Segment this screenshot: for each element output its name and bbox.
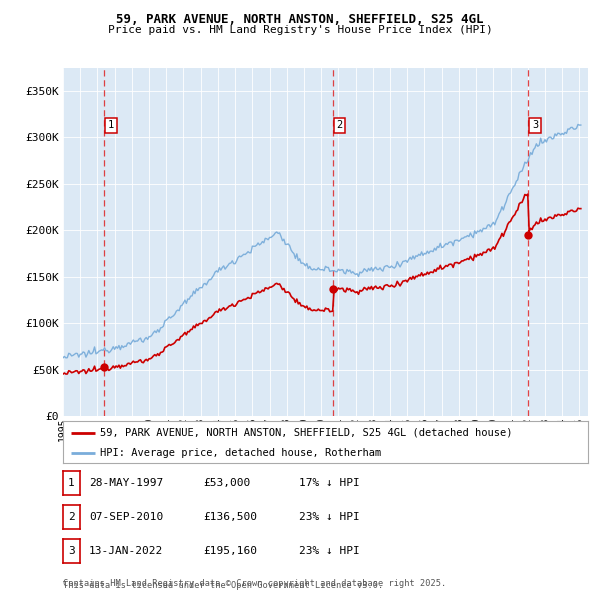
Text: 59, PARK AVENUE, NORTH ANSTON, SHEFFIELD, S25 4GL (detached house): 59, PARK AVENUE, NORTH ANSTON, SHEFFIELD… [100,428,512,438]
Text: 3: 3 [532,120,538,130]
Text: 1: 1 [108,120,114,130]
Text: 23% ↓ HPI: 23% ↓ HPI [299,512,359,522]
Text: £136,500: £136,500 [203,512,257,522]
Text: 2: 2 [337,120,343,130]
Text: 2: 2 [68,512,75,522]
Text: 1: 1 [68,478,75,488]
Text: 13-JAN-2022: 13-JAN-2022 [89,546,163,556]
Text: HPI: Average price, detached house, Rotherham: HPI: Average price, detached house, Roth… [100,448,381,457]
Text: £195,160: £195,160 [203,546,257,556]
Text: 17% ↓ HPI: 17% ↓ HPI [299,478,359,488]
Text: 28-MAY-1997: 28-MAY-1997 [89,478,163,488]
Text: Contains HM Land Registry data © Crown copyright and database right 2025.: Contains HM Land Registry data © Crown c… [63,579,446,588]
Text: 3: 3 [68,546,75,556]
Text: 59, PARK AVENUE, NORTH ANSTON, SHEFFIELD, S25 4GL: 59, PARK AVENUE, NORTH ANSTON, SHEFFIELD… [116,13,484,26]
Text: 23% ↓ HPI: 23% ↓ HPI [299,546,359,556]
Text: Price paid vs. HM Land Registry's House Price Index (HPI): Price paid vs. HM Land Registry's House … [107,25,493,35]
Text: 07-SEP-2010: 07-SEP-2010 [89,512,163,522]
Text: £53,000: £53,000 [203,478,250,488]
Text: This data is licensed under the Open Government Licence v3.0.: This data is licensed under the Open Gov… [63,581,383,590]
